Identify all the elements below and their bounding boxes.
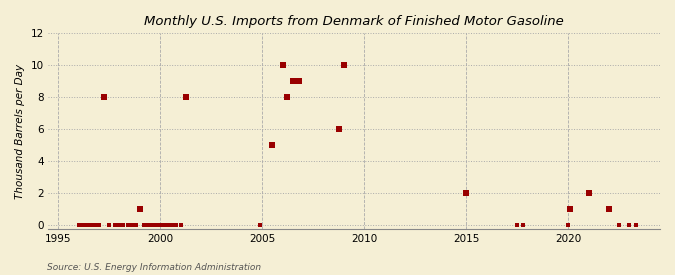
Point (583, 191, 594, 195)
Point (73, 222, 84, 227)
Point (81, 222, 92, 227)
Point (90, 222, 101, 227)
Point (86, 222, 97, 227)
Point (254, 222, 265, 227)
Point (512, 222, 522, 227)
Point (461, 191, 472, 195)
Point (146, 222, 157, 227)
Point (624, 222, 634, 227)
Point (77, 222, 88, 227)
Point (142, 222, 153, 227)
Point (167, 222, 178, 227)
Point (130, 222, 141, 227)
Point (338, 63, 349, 67)
Point (171, 222, 182, 227)
Point (281, 95, 292, 99)
Y-axis label: Thousand Barrels per Day: Thousand Barrels per Day (15, 64, 25, 199)
Text: Source: U.S. Energy Information Administration: Source: U.S. Energy Information Administ… (47, 263, 261, 272)
Point (180, 95, 191, 99)
Point (518, 222, 529, 227)
Point (114, 222, 125, 227)
Point (333, 127, 344, 131)
Point (134, 207, 145, 211)
Point (118, 222, 129, 227)
Point (138, 222, 149, 227)
Point (163, 222, 173, 227)
Point (155, 222, 165, 227)
Title: Monthly U.S. Imports from Denmark of Finished Motor Gasoline: Monthly U.S. Imports from Denmark of Fin… (144, 15, 564, 28)
Point (630, 222, 641, 227)
Point (565, 207, 576, 211)
Point (563, 222, 574, 227)
Point (288, 79, 298, 83)
Point (176, 222, 186, 227)
Point (159, 222, 169, 227)
Point (122, 222, 133, 227)
Point (267, 143, 278, 147)
Point (277, 63, 288, 67)
Point (104, 222, 115, 227)
Point (294, 79, 304, 83)
Point (603, 207, 614, 211)
Point (126, 222, 137, 227)
Point (151, 222, 161, 227)
Point (110, 222, 121, 227)
Point (94, 222, 105, 227)
Point (99, 95, 109, 99)
Point (614, 222, 624, 227)
